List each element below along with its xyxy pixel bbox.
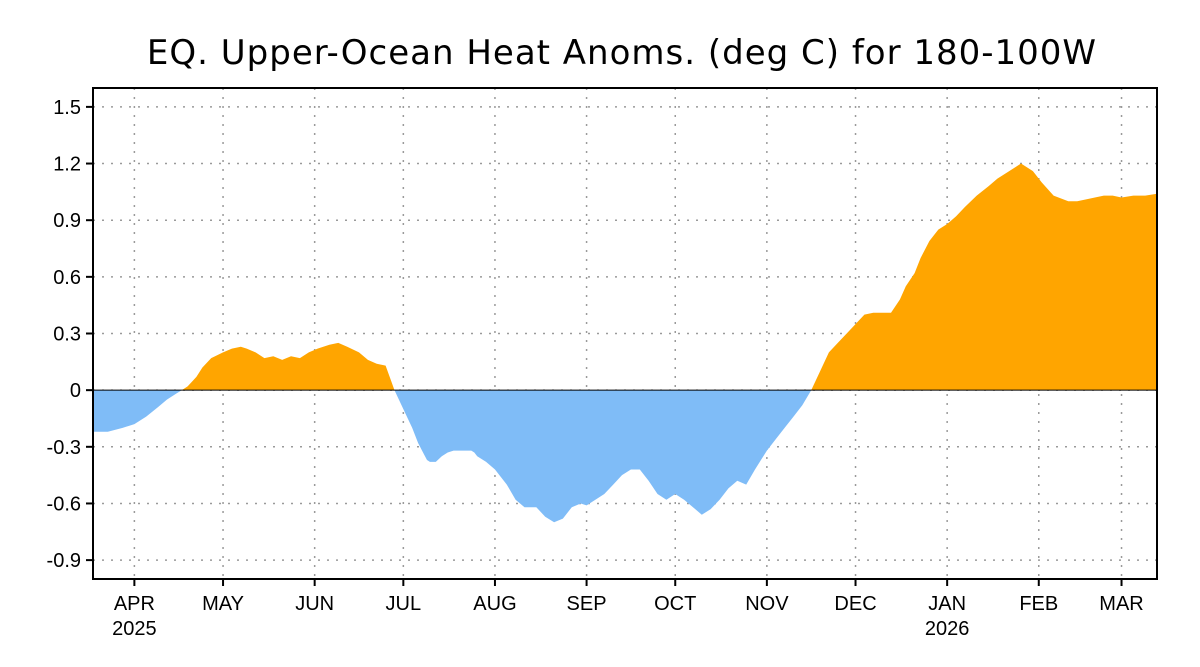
y-tick-label: 0.9	[53, 210, 81, 232]
positive-anomaly-area	[181, 342, 395, 391]
x-tick-label: OCT	[654, 593, 696, 615]
plot-area	[93, 163, 1157, 523]
y-tick-label: 0	[70, 380, 81, 402]
x-tick-label: DEC	[834, 593, 876, 615]
x-tick-label: JAN	[928, 593, 966, 615]
x-tick-label: MAR	[1099, 593, 1143, 615]
x-tick-year-label: 2025	[112, 618, 157, 640]
y-tick-label: 0.6	[53, 267, 81, 289]
axes: 1.5 1.2 0.9 0.6 0.3 0 -0.3 -0.6 -0.9 APR 2025 MAY JU…	[47, 97, 1144, 640]
y-tick-label: -0.3	[47, 437, 81, 459]
negative-anomaly-area	[93, 390, 182, 432]
y-tick-label: 1.5	[53, 97, 81, 119]
y-tick-label: -0.9	[47, 550, 81, 572]
x-tick-label: MAY	[202, 593, 244, 615]
y-tick-label: 1.2	[53, 154, 81, 176]
y-tick-label: -0.6	[47, 493, 81, 515]
negative-anomaly-area	[394, 390, 812, 523]
x-tick-label: APR	[114, 593, 155, 615]
positive-anomaly-area	[811, 163, 1157, 391]
x-tick-label: JUN	[295, 593, 334, 615]
x-tick-label: NOV	[745, 593, 789, 615]
x-tick-label: SEP	[567, 593, 607, 615]
x-tick-label: JUL	[386, 593, 422, 615]
x-tick-label: FEB	[1019, 593, 1058, 615]
x-tick-year-label: 2026	[925, 618, 970, 640]
y-tick-label: 0.3	[53, 324, 81, 346]
chart-title: EQ. Upper-Ocean Heat Anoms. (deg C) for …	[147, 33, 1097, 73]
x-tick-label: AUG	[473, 593, 516, 615]
plot-frame	[92, 87, 1158, 580]
